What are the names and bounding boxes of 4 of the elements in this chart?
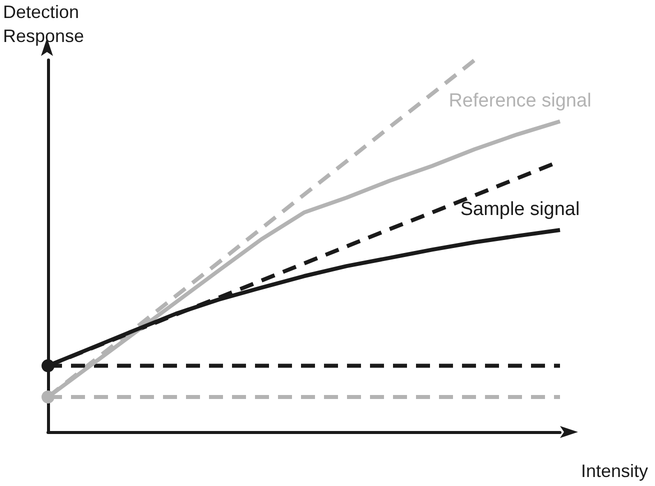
x-axis-title: Intensity — [580, 461, 648, 481]
y-axis-title: Detection Response — [3, 2, 84, 46]
series-label: Reference signal — [448, 90, 592, 112]
series-label: Sample signal — [460, 199, 580, 220]
